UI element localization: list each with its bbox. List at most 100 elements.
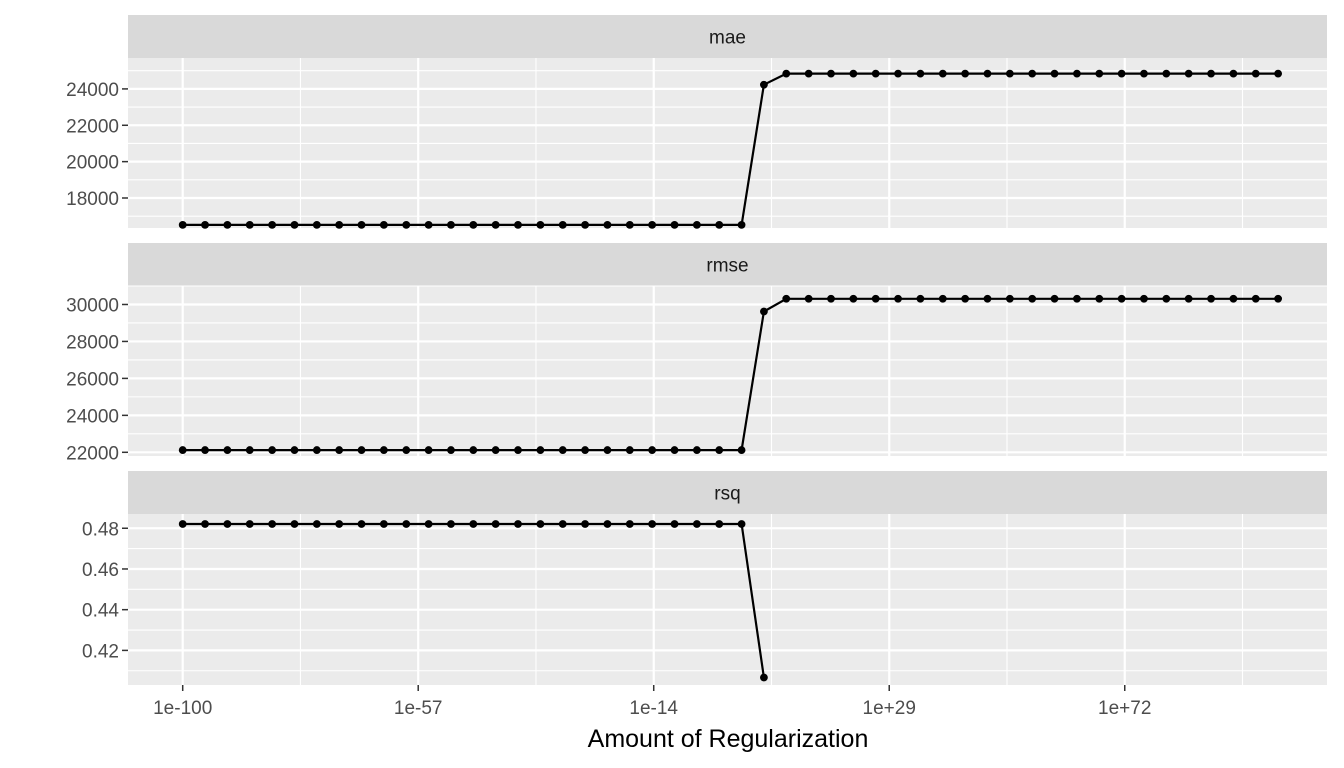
data-point-mae	[335, 221, 344, 229]
data-point-rsq	[603, 520, 612, 528]
data-point-rsq	[536, 520, 545, 528]
data-point-mae	[290, 221, 299, 229]
data-point-mae	[692, 221, 701, 229]
data-point-mae	[961, 69, 970, 78]
y-tick-label: 18000	[66, 189, 119, 210]
data-point-rmse	[402, 446, 411, 454]
data-point-rsq	[424, 520, 433, 528]
data-point-mae	[379, 221, 388, 229]
y-tick-label: 24000	[66, 80, 119, 101]
data-point-rmse	[692, 446, 701, 454]
strip-label-mae: mae	[709, 28, 746, 49]
data-point-mae	[1229, 69, 1238, 78]
y-tick-label: 30000	[66, 295, 119, 316]
data-point-rmse	[1229, 294, 1238, 303]
data-point-rmse	[268, 446, 277, 454]
data-point-mae	[178, 221, 187, 229]
data-point-rsq	[670, 520, 679, 528]
panel-rsq: rsq 0.42 0.44 0.46 0.48	[82, 471, 1327, 685]
data-point-rmse	[804, 294, 813, 303]
data-point-rmse	[581, 446, 589, 454]
strip-label-rmse: rmse	[706, 256, 748, 277]
data-point-rmse	[379, 446, 388, 454]
data-point-rmse	[1251, 294, 1260, 303]
strip-mae	[128, 15, 1327, 58]
data-point-mae	[670, 221, 679, 229]
data-point-mae	[737, 221, 746, 229]
data-point-rsq	[648, 520, 657, 528]
data-point-rmse	[871, 294, 880, 303]
data-point-mae	[245, 221, 254, 229]
data-point-mae	[1207, 69, 1215, 78]
data-point-rmse	[1207, 294, 1215, 303]
data-point-mae	[894, 69, 902, 78]
strip-label-rsq: rsq	[714, 484, 740, 505]
data-point-rmse	[357, 446, 366, 454]
data-point-rsq	[201, 520, 209, 528]
data-point-mae	[536, 221, 545, 229]
data-point-mae	[1095, 69, 1104, 78]
data-point-rsq	[223, 520, 232, 528]
data-point-rmse	[894, 294, 902, 303]
data-point-rmse	[715, 446, 724, 454]
data-point-rsq	[469, 520, 478, 528]
data-point-mae	[625, 221, 634, 229]
data-point-mae	[1073, 69, 1081, 78]
data-point-rsq	[625, 520, 634, 528]
data-point-mae	[648, 221, 657, 229]
data-point-rsq	[268, 520, 277, 528]
data-point-rmse	[1184, 294, 1193, 303]
facet-panels: mae 18000 20000 22000 24000 rmse 22000 24000 260…	[66, 15, 1327, 685]
data-point-rmse	[737, 446, 746, 454]
data-point-rmse	[312, 446, 321, 454]
data-point-rsq	[737, 520, 746, 528]
y-tick-label: 0.44	[82, 601, 119, 622]
data-point-rsq	[491, 520, 500, 528]
data-point-mae	[983, 69, 992, 78]
data-point-rmse	[625, 446, 634, 454]
data-point-rsq	[379, 520, 388, 528]
data-point-rmse	[760, 307, 768, 316]
data-point-rsq	[447, 520, 455, 528]
data-point-mae	[1140, 69, 1148, 78]
panel-bg-rsq	[128, 514, 1327, 685]
y-tick-label: 26000	[66, 369, 119, 390]
data-point-rmse	[558, 446, 567, 454]
x-tick-label: 1e-57	[394, 698, 443, 719]
data-point-mae	[1117, 69, 1126, 78]
data-point-rmse	[1095, 294, 1104, 303]
data-point-rmse	[514, 446, 522, 454]
data-point-rmse	[335, 446, 344, 454]
data-point-rmse	[201, 446, 209, 454]
data-point-mae	[402, 221, 411, 229]
data-point-rmse	[178, 446, 187, 454]
data-point-rmse	[447, 446, 455, 454]
data-point-mae	[849, 69, 858, 78]
x-tick-label: 1e-100	[153, 698, 212, 719]
data-point-mae	[223, 221, 232, 229]
data-point-mae	[938, 69, 947, 78]
data-point-rmse	[245, 446, 254, 454]
data-point-mae	[447, 221, 455, 229]
x-tick-label: 1e-14	[629, 698, 678, 719]
data-point-mae	[201, 221, 209, 229]
data-point-mae	[715, 221, 724, 229]
y-tick-label: 0.46	[82, 560, 119, 581]
data-point-rmse	[827, 294, 835, 303]
data-point-rmse	[1028, 294, 1037, 303]
panel-mae: mae 18000 20000 22000 24000	[66, 15, 1327, 229]
data-point-rsq	[245, 520, 254, 528]
data-point-rsq	[312, 520, 321, 528]
data-point-mae	[558, 221, 567, 229]
panel-bg-rmse	[128, 286, 1327, 456]
y-tick-label: 22000	[66, 116, 119, 137]
data-point-mae	[1184, 69, 1193, 78]
data-point-mae	[491, 221, 500, 229]
y-tick-label: 24000	[66, 406, 119, 427]
data-point-rsq	[760, 673, 768, 682]
x-tick-label: 1e+29	[863, 698, 916, 719]
data-point-rsq	[402, 520, 411, 528]
data-point-rmse	[849, 294, 858, 303]
data-point-mae	[581, 221, 589, 229]
